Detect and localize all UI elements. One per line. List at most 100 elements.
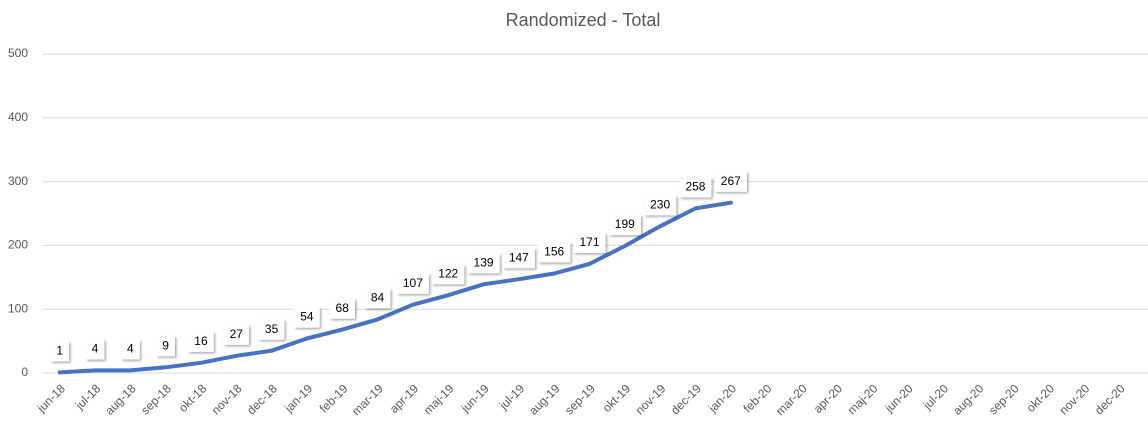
x-tick-label: jan-20 [705,381,739,415]
data-label-box [156,336,175,357]
x-tick-label: okt-19 [600,381,634,415]
x-tick-label: nov-19 [633,381,669,417]
data-label: 147 [502,248,535,269]
data-label: 68 [329,298,355,319]
x-tick-label: sep-19 [562,381,598,417]
data-label-text: 35 [265,322,279,336]
x-tick-label: dec-18 [244,381,280,417]
data-label-box [608,215,641,236]
x-tick-label: sep-18 [138,381,174,417]
data-label: 122 [432,264,465,285]
y-tick-label: 500 [8,46,28,60]
data-label-text: 139 [474,255,494,269]
data-label-text: 156 [544,245,564,259]
data-label-box [294,307,320,328]
data-label: 35 [258,319,285,340]
data-label-box [502,248,535,269]
data-label-text: 16 [194,334,208,348]
data-label-box [396,273,429,294]
data-label-text: 54 [300,310,314,324]
x-tick-label: dec-19 [668,381,704,417]
data-label-box [258,319,285,340]
data-label: 54 [294,307,320,328]
data-label-text: 258 [685,180,705,194]
data-label-text: 107 [403,276,423,290]
data-line [57,200,733,375]
x-tick-label: jun-19 [458,381,492,415]
x-tick-label: nov-18 [209,381,245,417]
data-label-text: 147 [509,250,529,264]
data-label-text: 230 [650,197,670,211]
data-label-box [120,339,140,360]
data-label: 267 [714,171,747,192]
x-tick-label: aug-18 [102,381,139,418]
data-label-box [467,253,500,274]
x-tick-label: jul-19 [496,381,528,413]
data-label-box [714,171,747,192]
y-tick-label: 100 [8,301,28,315]
data-label: 4 [120,339,140,360]
x-tick-label: okt-20 [1024,381,1058,415]
data-label: 258 [679,177,712,198]
data-label: 16 [188,331,214,352]
x-tick-label: sep-20 [986,381,1022,417]
data-label-box [223,324,249,345]
x-tick-label: apr-20 [811,381,846,416]
data-label: 27 [223,324,249,345]
data-label-text: 9 [162,338,169,352]
data-label-box [573,232,606,253]
data-label: 84 [364,288,391,309]
x-tick-label: jan-19 [281,381,315,415]
x-tick-label: maj-19 [421,381,457,417]
x-tick-label: dec-20 [1092,381,1128,417]
data-label-text: 4 [127,342,134,356]
data-label: 4 [85,339,105,360]
y-tick-label: 400 [8,110,28,124]
y-tick-label: 300 [8,174,28,188]
data-label: 171 [573,232,606,253]
x-tick-label: jun-18 [34,381,68,415]
y-tick-label: 0 [21,365,28,379]
data-label-text: 1 [56,344,63,358]
x-tick-label: mar-19 [349,381,386,418]
x-tick-label: okt-18 [176,381,210,415]
x-tick-label: jul-18 [72,381,104,413]
x-tick-label: mar-20 [773,381,810,418]
x-tick-label: aug-20 [950,381,987,418]
data-label-box [329,298,355,319]
data-label-text: 122 [438,266,458,280]
data-label-text: 199 [615,217,635,231]
data-label: 156 [538,242,571,263]
x-tick-label: feb-20 [741,381,775,415]
data-label-text: 267 [721,174,741,188]
x-tick-label: aug-19 [526,381,563,418]
x-tick-label: apr-19 [387,381,422,416]
data-label-box [364,288,391,309]
x-tick-label: nov-20 [1057,381,1093,417]
x-tick-label: maj-20 [845,381,881,417]
data-label-box [50,341,70,362]
data-label: 230 [644,195,677,216]
data-label-box [432,264,465,285]
data-label-text: 171 [579,235,599,249]
data-label-box [85,339,105,360]
data-label-text: 27 [230,327,244,341]
data-label-box [679,177,712,198]
chart-title: Randomized - Total [506,10,661,30]
data-label: 107 [396,273,429,294]
y-tick-label: 200 [8,238,28,252]
data-label-box [188,331,214,352]
x-tick-label: jun-20 [882,381,916,415]
data-label: 9 [156,336,175,357]
data-label-box [644,195,677,216]
data-label: 1 [50,341,70,362]
data-label: 139 [467,253,500,274]
data-label-text: 68 [336,301,350,315]
data-label: 199 [608,215,641,236]
data-label-text: 4 [92,342,99,356]
x-tick-label: feb-19 [317,381,351,415]
data-label-box [538,242,571,263]
x-tick-label: jul-20 [920,381,952,413]
data-label-text: 84 [371,291,385,305]
